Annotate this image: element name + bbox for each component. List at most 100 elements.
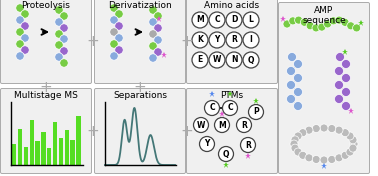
Bar <box>76 116 81 165</box>
Circle shape <box>226 52 242 68</box>
Circle shape <box>149 30 157 38</box>
Text: R: R <box>231 36 237 45</box>
Circle shape <box>16 4 24 12</box>
Circle shape <box>293 74 302 83</box>
FancyBboxPatch shape <box>0 89 91 174</box>
Bar <box>24 147 28 165</box>
Circle shape <box>149 18 157 26</box>
Circle shape <box>55 30 63 38</box>
Circle shape <box>21 34 29 42</box>
Circle shape <box>293 87 302 96</box>
Circle shape <box>350 140 358 148</box>
Text: L: L <box>249 15 253 24</box>
Text: Q: Q <box>223 149 229 159</box>
Circle shape <box>60 24 68 32</box>
Circle shape <box>240 137 256 152</box>
Circle shape <box>328 155 336 164</box>
Circle shape <box>204 100 220 115</box>
Circle shape <box>341 151 349 159</box>
Text: +: + <box>181 33 194 49</box>
Bar <box>70 140 75 165</box>
Circle shape <box>335 67 344 76</box>
Circle shape <box>349 144 357 152</box>
Circle shape <box>16 28 24 36</box>
Text: Derivatization: Derivatization <box>108 1 172 10</box>
Circle shape <box>149 54 157 62</box>
Circle shape <box>223 100 237 115</box>
Circle shape <box>110 4 118 12</box>
Circle shape <box>149 42 157 50</box>
Circle shape <box>115 10 123 18</box>
Circle shape <box>154 48 162 56</box>
Circle shape <box>341 102 350 111</box>
Circle shape <box>283 20 291 28</box>
Circle shape <box>110 28 118 36</box>
Text: N: N <box>231 55 237 64</box>
Bar <box>18 129 22 165</box>
Circle shape <box>287 80 296 90</box>
Circle shape <box>218 146 234 162</box>
Circle shape <box>60 12 68 20</box>
Text: Multistage MS: Multistage MS <box>14 91 78 100</box>
Text: P: P <box>253 108 259 117</box>
Text: PTMs: PTMs <box>220 91 243 100</box>
Text: C: C <box>214 15 220 24</box>
Text: K: K <box>197 36 203 45</box>
Circle shape <box>60 35 68 43</box>
Circle shape <box>110 52 118 60</box>
Bar <box>35 141 40 165</box>
Circle shape <box>110 16 118 24</box>
Circle shape <box>341 74 350 83</box>
Circle shape <box>320 124 328 132</box>
Circle shape <box>318 23 326 31</box>
Circle shape <box>243 32 259 48</box>
Circle shape <box>335 95 344 103</box>
Circle shape <box>226 32 242 48</box>
Text: M: M <box>218 121 226 130</box>
Circle shape <box>287 67 296 76</box>
Circle shape <box>16 40 24 48</box>
Circle shape <box>335 154 343 162</box>
Text: C: C <box>227 103 233 112</box>
Text: I: I <box>249 36 253 45</box>
Text: R: R <box>245 140 251 149</box>
FancyBboxPatch shape <box>186 0 277 83</box>
Bar <box>12 144 16 165</box>
Circle shape <box>306 22 314 30</box>
Circle shape <box>305 154 313 162</box>
Circle shape <box>335 126 343 134</box>
Circle shape <box>290 140 298 148</box>
Text: +: + <box>87 33 99 49</box>
Circle shape <box>16 52 24 60</box>
Circle shape <box>294 148 302 156</box>
FancyBboxPatch shape <box>94 89 186 174</box>
Bar <box>65 130 69 165</box>
Text: Proteolysis: Proteolysis <box>22 1 70 10</box>
Circle shape <box>209 52 225 68</box>
Circle shape <box>312 155 320 164</box>
Bar <box>41 132 45 165</box>
Text: W: W <box>197 121 205 130</box>
Circle shape <box>115 22 123 30</box>
Circle shape <box>243 52 259 68</box>
Circle shape <box>21 22 29 30</box>
Circle shape <box>60 47 68 55</box>
Circle shape <box>291 136 299 144</box>
Circle shape <box>299 151 307 159</box>
Text: +: + <box>134 80 146 96</box>
Circle shape <box>214 118 229 133</box>
Circle shape <box>154 24 162 32</box>
Circle shape <box>293 59 302 68</box>
FancyBboxPatch shape <box>94 0 186 83</box>
Circle shape <box>346 148 354 156</box>
Circle shape <box>353 24 361 32</box>
Text: +: + <box>87 124 99 139</box>
Circle shape <box>336 52 344 61</box>
Circle shape <box>149 6 157 14</box>
Circle shape <box>192 12 208 28</box>
Text: R: R <box>241 121 247 130</box>
Text: Amino acids: Amino acids <box>204 1 260 10</box>
Circle shape <box>305 126 313 134</box>
Text: E: E <box>197 55 203 64</box>
Text: Q: Q <box>248 55 254 64</box>
